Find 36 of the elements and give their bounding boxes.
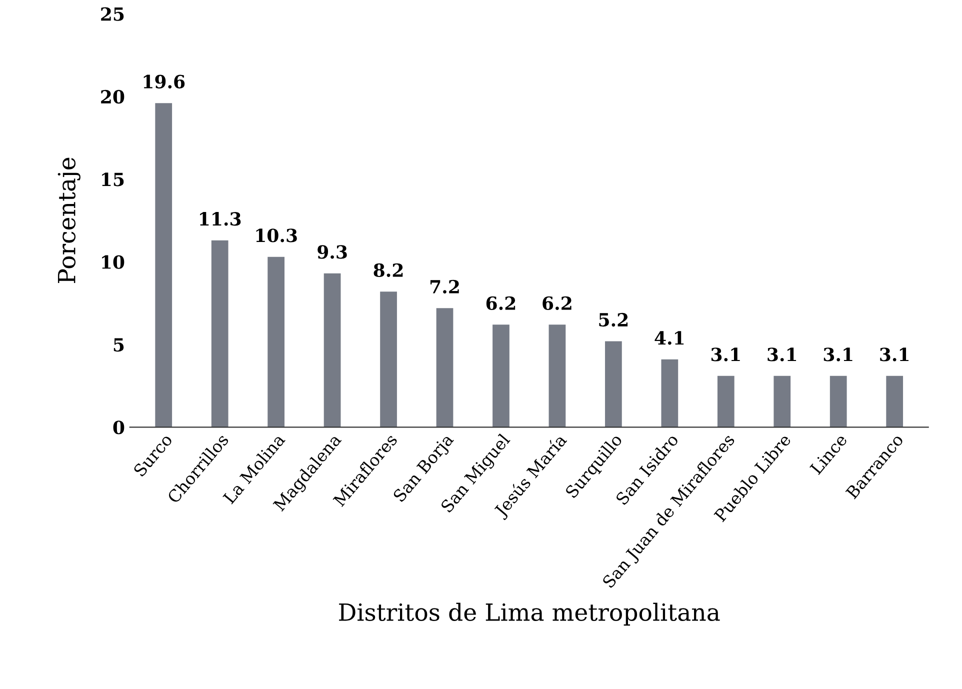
data-label: 10.3	[256, 228, 297, 242]
data-label: 11.3	[200, 212, 241, 226]
x-axis-title: Distritos de Lima metropolitana	[339, 602, 720, 626]
data-label: 3.1	[824, 348, 852, 362]
data-label: 19.6	[144, 74, 185, 88]
data-label: 6.2	[542, 296, 572, 310]
bar	[717, 376, 734, 428]
data-label: 4.1	[654, 331, 684, 345]
data-label: 3.1	[880, 348, 908, 362]
data-label: 5.2	[599, 312, 628, 327]
bar	[436, 308, 454, 428]
data-label: 8.2	[374, 263, 403, 277]
y-axis-title: Porcentaje	[58, 158, 80, 284]
bar	[774, 376, 791, 428]
bar	[492, 324, 510, 428]
data-label: 9.3	[318, 245, 347, 259]
y-tick-label: 10	[102, 255, 124, 269]
y-tick-label: 15	[102, 172, 124, 186]
y-tick-label: 5	[114, 338, 124, 352]
data-label: 6.2	[486, 296, 516, 310]
bar	[830, 376, 847, 428]
data-label: 7.2	[430, 280, 459, 294]
bar	[155, 103, 172, 428]
bar	[380, 292, 397, 428]
bar	[548, 324, 566, 428]
y-tick-label: 0	[113, 420, 124, 434]
bar	[324, 273, 341, 428]
bar	[886, 376, 904, 428]
y-tick-label: 20	[101, 90, 124, 104]
bar	[605, 341, 622, 428]
data-label: 3.1	[768, 348, 796, 362]
bar	[661, 359, 678, 428]
y-tick-label: 25	[101, 7, 124, 21]
data-label: 3.1	[711, 348, 740, 362]
bar	[268, 256, 284, 428]
bar	[211, 240, 228, 428]
